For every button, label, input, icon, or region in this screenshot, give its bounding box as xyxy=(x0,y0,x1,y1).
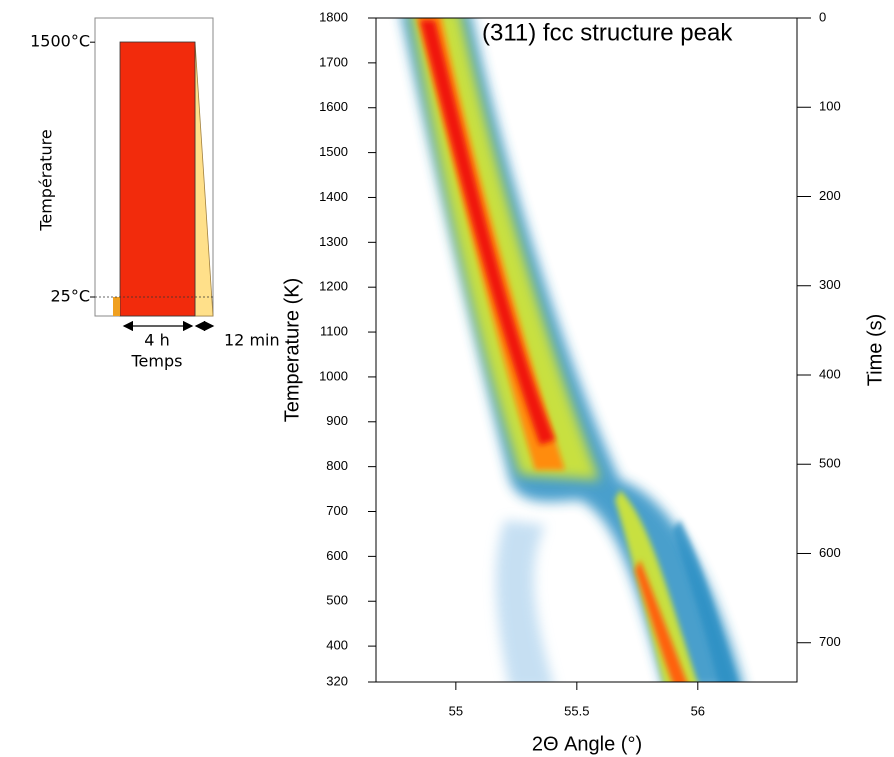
y2-tick-label: 700 xyxy=(819,634,841,649)
y-tick-label: 1700 xyxy=(319,54,348,69)
x-axis-label: Temps xyxy=(131,352,183,371)
y2-axis-label: Time (s) xyxy=(864,314,886,387)
y2-tick-label: 300 xyxy=(819,277,841,292)
y-tick-label: 1400 xyxy=(319,189,348,204)
y-tick-label: 1300 xyxy=(319,234,348,249)
y-tick-label: 800 xyxy=(326,458,348,473)
annotation: 4 h xyxy=(144,331,169,350)
x-tick-label: 56 xyxy=(691,703,705,718)
plateau xyxy=(119,41,196,317)
heatmap xyxy=(401,18,743,682)
y-tick-label: 1500°C xyxy=(30,32,90,51)
y-tick-label: 400 xyxy=(326,638,348,653)
y-tick-label: 700 xyxy=(326,503,348,518)
y-axis-label: Température xyxy=(37,129,56,231)
x-tick-label: 55.5 xyxy=(564,703,589,718)
y-tick-label: 25°C xyxy=(50,286,90,305)
annotation: (311) fcc structure peak xyxy=(482,19,733,46)
schematic: 4 h 12 min Temps Température xyxy=(37,17,280,371)
y-tick-label: 1800 xyxy=(319,9,348,24)
y-tick-label: 1500 xyxy=(319,144,348,159)
y-tick-label: 900 xyxy=(326,413,348,428)
y2-tick-label: 400 xyxy=(819,366,841,381)
y-tick-label: 1100 xyxy=(320,323,348,338)
y-tick-label: 320 xyxy=(326,673,348,688)
y2-tick-label: 200 xyxy=(819,188,841,203)
heating xyxy=(113,297,120,316)
y-tick-label: 1000 xyxy=(319,368,348,383)
y-tick-label: 500 xyxy=(326,593,348,608)
y2-tick-label: 100 xyxy=(819,99,841,114)
x-axis-label: 2Θ Angle (°) xyxy=(532,733,642,755)
y-tick-label: 1600 xyxy=(319,99,348,114)
y-tick-label: 600 xyxy=(326,548,348,563)
y-tick-label: 1200 xyxy=(319,279,348,294)
x-tick-label: 55 xyxy=(449,703,463,718)
y2-tick-label: 0 xyxy=(819,9,826,24)
annotation: 12 min xyxy=(224,331,280,350)
plot-frame xyxy=(375,17,798,683)
y-axis-label: Temperature (K) xyxy=(281,278,303,423)
y2-tick-label: 600 xyxy=(819,545,841,560)
y2-tick-label: 500 xyxy=(819,456,841,471)
